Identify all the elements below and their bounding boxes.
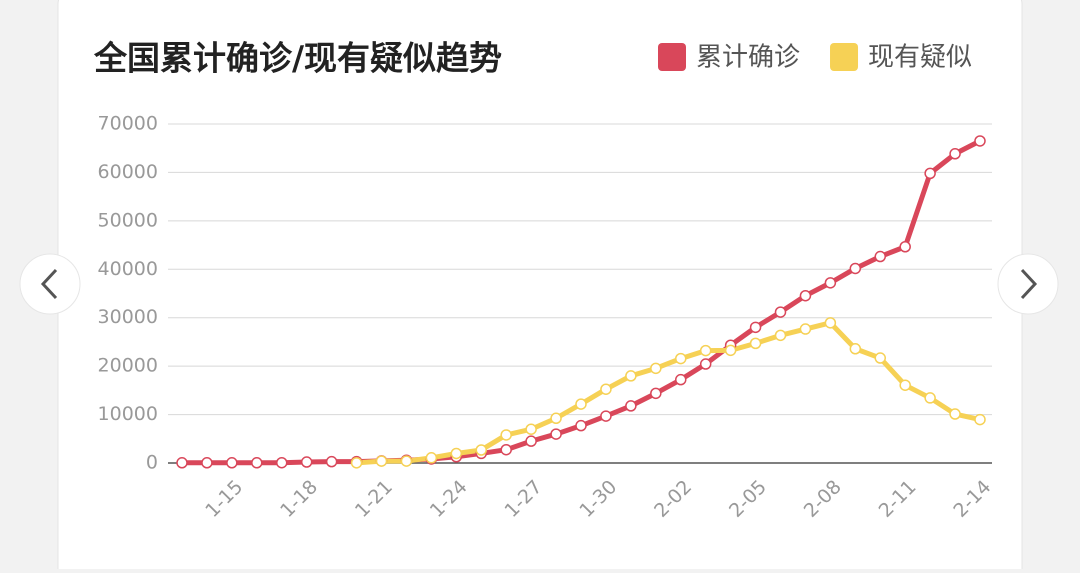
data-point xyxy=(699,358,712,370)
y-tick-label: 50000 xyxy=(98,209,158,231)
data-point xyxy=(824,277,837,289)
data-point xyxy=(251,457,263,469)
data-point xyxy=(699,344,712,357)
data-point xyxy=(201,457,213,469)
data-point xyxy=(974,413,986,426)
data-point xyxy=(799,289,812,302)
data-point xyxy=(824,317,837,329)
data-point xyxy=(774,306,787,318)
y-tick-label: 10000 xyxy=(98,403,158,425)
data-point xyxy=(749,321,762,334)
data-point xyxy=(899,379,911,391)
data-point xyxy=(350,457,363,469)
data-point xyxy=(650,362,662,375)
prev-button[interactable] xyxy=(19,253,81,315)
legend-label: 现有疑似 xyxy=(868,43,972,73)
data-point xyxy=(949,148,961,160)
data-point xyxy=(849,262,862,275)
data-point xyxy=(550,412,562,425)
data-point xyxy=(899,241,911,253)
y-tick-label: 0 xyxy=(146,452,158,474)
data-point xyxy=(600,410,612,422)
y-tick-label: 30000 xyxy=(98,306,158,328)
data-point xyxy=(500,443,512,456)
data-point xyxy=(675,373,687,386)
chart-title: 全国累计确诊/现有疑似趋势 xyxy=(93,39,502,78)
y-tick-label: 40000 xyxy=(98,258,158,280)
data-point xyxy=(226,457,238,469)
y-tick-label: 60000 xyxy=(98,161,158,183)
data-point xyxy=(774,329,787,342)
data-point xyxy=(400,455,413,467)
y-tick-label: 20000 xyxy=(98,355,158,377)
data-point xyxy=(924,392,936,404)
data-point xyxy=(625,370,637,382)
data-point xyxy=(924,167,936,180)
data-point xyxy=(176,457,188,469)
data-point xyxy=(650,387,662,400)
legend-swatch xyxy=(830,43,859,71)
next-button[interactable] xyxy=(997,253,1059,315)
data-point xyxy=(749,337,762,350)
y-tick-label: 70000 xyxy=(98,113,158,135)
data-point xyxy=(475,444,487,456)
data-point xyxy=(425,452,438,464)
data-point xyxy=(974,135,986,147)
data-point xyxy=(849,343,862,355)
data-point xyxy=(625,400,637,412)
data-point xyxy=(874,250,886,263)
data-point xyxy=(675,352,687,365)
data-point xyxy=(525,423,537,435)
card xyxy=(57,0,1023,573)
data-point xyxy=(325,455,338,468)
legend-label: 累计确诊 xyxy=(696,43,800,73)
data-point xyxy=(799,323,812,335)
data-point xyxy=(450,447,463,460)
data-point xyxy=(500,429,512,441)
data-point xyxy=(575,419,587,432)
data-point xyxy=(600,383,612,395)
data-point xyxy=(276,456,288,469)
data-point xyxy=(724,344,737,357)
data-point xyxy=(525,435,537,447)
legend-swatch xyxy=(658,43,686,71)
data-point xyxy=(300,456,313,468)
data-point xyxy=(575,398,587,410)
data-point xyxy=(550,428,562,440)
data-point xyxy=(874,352,886,364)
data-point xyxy=(949,408,961,420)
data-point xyxy=(375,455,388,467)
